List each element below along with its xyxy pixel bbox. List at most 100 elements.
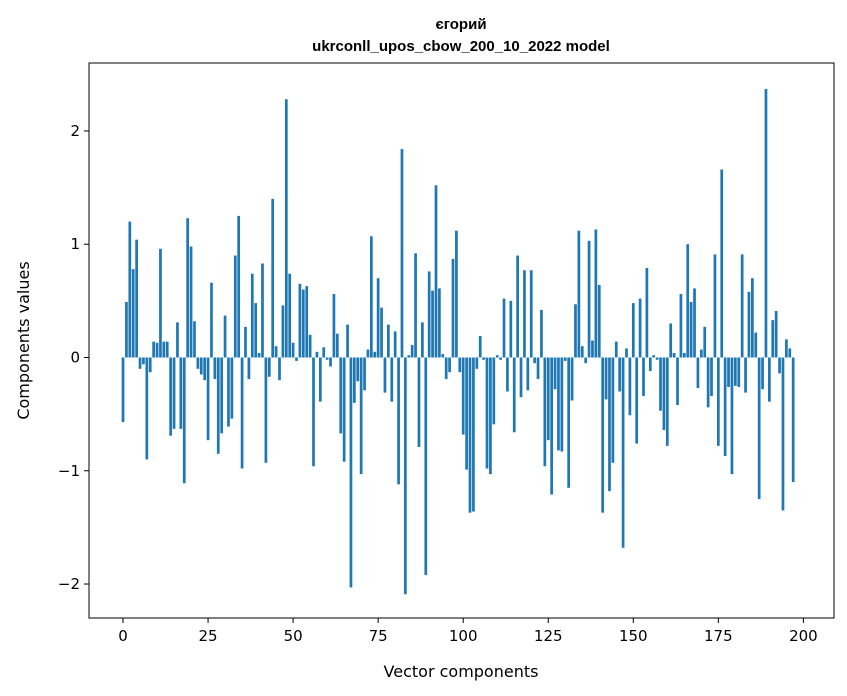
bar-69 [356, 357, 360, 382]
bar-137 [587, 240, 591, 358]
bar-138 [591, 340, 594, 358]
bar-14 [169, 357, 172, 436]
bar-179 [730, 357, 734, 475]
bar-42 [264, 357, 268, 463]
bar-174 [713, 254, 717, 358]
bar-81 [397, 357, 400, 485]
bar-100 [461, 357, 465, 435]
bar-75 [376, 278, 380, 358]
bar-170 [699, 349, 703, 358]
bar-104 [475, 357, 479, 369]
bar-3 [131, 269, 135, 358]
bar-6 [142, 357, 145, 365]
bar-4 [135, 239, 138, 358]
bar-159 [662, 357, 666, 430]
bar-8 [148, 357, 152, 373]
chart-title: єгорий [435, 16, 486, 33]
bar-175 [716, 357, 720, 446]
bar-77 [383, 357, 387, 393]
bar-169 [696, 357, 700, 389]
y-axis-ticks: −2 −1 0 1 2 [58, 122, 89, 593]
bar-68 [352, 357, 356, 403]
bar-140 [597, 285, 601, 358]
bar-39 [254, 303, 258, 358]
bar-63 [335, 333, 339, 358]
bar-78 [387, 324, 390, 358]
bar-62 [332, 294, 336, 358]
bar-118 [523, 270, 526, 358]
bar-50 [291, 342, 295, 358]
bar-94 [441, 354, 445, 358]
bar-82 [400, 149, 404, 358]
bar-162 [672, 352, 676, 358]
bar-18 [182, 357, 186, 484]
bar-52 [298, 283, 302, 358]
bar-32 [230, 357, 234, 419]
bar-37 [247, 357, 251, 380]
bar-12 [162, 341, 166, 358]
bar-49 [288, 273, 292, 358]
bar-156 [652, 355, 656, 358]
bar-10 [155, 342, 159, 358]
bar-176 [720, 169, 724, 358]
bar-27 [213, 357, 217, 380]
bar-111 [499, 357, 502, 360]
bar-9 [152, 341, 155, 358]
bars-group [121, 89, 795, 595]
bar-60 [325, 357, 329, 360]
bar-116 [516, 255, 519, 358]
bar-95 [444, 357, 448, 380]
bar-103 [472, 357, 475, 512]
bar-126 [550, 357, 554, 495]
bar-2 [128, 221, 132, 358]
y-tick-label: 2 [70, 122, 80, 140]
bar-122 [536, 357, 540, 380]
bar-56 [312, 357, 315, 467]
bar-192 [774, 311, 778, 358]
bar-71 [363, 357, 366, 391]
x-tick-label: 175 [704, 627, 733, 645]
bar-55 [308, 334, 312, 358]
bar-190 [768, 357, 771, 402]
bar-36 [244, 326, 247, 358]
bar-187 [757, 357, 761, 500]
bar-88 [421, 322, 424, 358]
bar-1 [125, 301, 128, 358]
bar-15 [172, 357, 176, 429]
bar-196 [788, 348, 792, 358]
bar-139 [594, 229, 598, 358]
bar-57 [315, 351, 319, 358]
bar-128 [557, 357, 560, 451]
bar-80 [393, 331, 397, 358]
bar-133 [574, 304, 577, 358]
bar-197 [791, 357, 795, 483]
bar-16 [176, 322, 179, 358]
bar-160 [665, 357, 669, 446]
x-tick-label: 100 [449, 627, 478, 645]
bar-31 [227, 357, 230, 427]
bar-112 [502, 298, 506, 358]
bar-74 [373, 351, 377, 358]
bar-186 [754, 332, 758, 358]
x-tick-label: 125 [534, 627, 563, 645]
bar-188 [761, 357, 764, 390]
x-tick-label: 75 [369, 627, 388, 645]
bar-41 [261, 263, 264, 358]
bar-28 [216, 357, 220, 454]
bar-22 [196, 357, 200, 369]
bar-102 [468, 357, 472, 513]
bar-113 [506, 357, 509, 392]
bar-121 [533, 357, 536, 364]
bar-108 [489, 357, 492, 475]
bar-46 [278, 357, 281, 381]
bar-165 [682, 352, 686, 358]
bar-23 [199, 357, 203, 375]
bar-93 [438, 288, 441, 358]
bar-11 [159, 248, 162, 358]
bar-92 [434, 185, 438, 358]
bar-67 [349, 357, 353, 588]
bar-142 [604, 357, 608, 400]
bar-47 [281, 305, 285, 358]
bar-87 [417, 357, 421, 447]
bar-20 [189, 246, 193, 358]
